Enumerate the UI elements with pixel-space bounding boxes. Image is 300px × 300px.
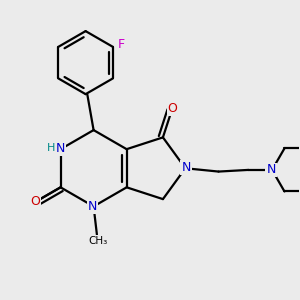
Text: CH₃: CH₃ <box>88 236 107 246</box>
Text: F: F <box>118 38 125 51</box>
Text: O: O <box>168 102 178 116</box>
Text: N: N <box>56 142 65 155</box>
Text: N: N <box>266 164 276 176</box>
Text: O: O <box>31 195 40 208</box>
Text: N: N <box>181 161 191 174</box>
Text: N: N <box>88 200 98 213</box>
Text: H: H <box>47 142 56 152</box>
